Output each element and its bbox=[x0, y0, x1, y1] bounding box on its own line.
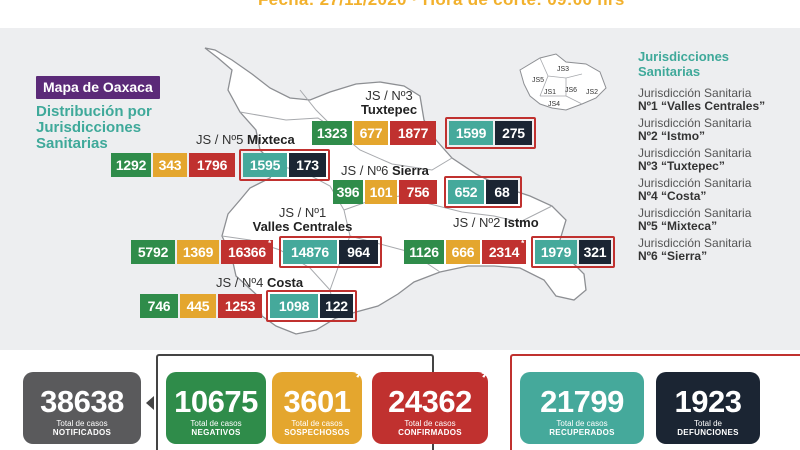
sospechosos-value: 101 bbox=[365, 180, 397, 204]
confirmados-value: 1877 bbox=[390, 121, 436, 145]
confirmados-value: 16366 * bbox=[221, 240, 273, 264]
legend-item: Jurisdicción Sanitaria Nº4 “Costa” bbox=[638, 176, 752, 203]
total-defunciones-card: 1923 Total de DEFUNCIONES bbox=[656, 372, 760, 444]
mini-map-label: JS2 bbox=[586, 89, 598, 96]
mini-map-label: JS4 bbox=[548, 101, 560, 108]
legend-item: Jurisdicción Sanitaria Nº1 “Valles Centra… bbox=[638, 86, 766, 113]
negativos-value: 396 bbox=[333, 180, 363, 204]
defunciones-value: 321 bbox=[579, 240, 611, 264]
jurisdiction-label-mixteca: JS / Nº5 Mixteca bbox=[196, 132, 295, 147]
recovered-frame bbox=[531, 236, 615, 268]
map-title: Mapa de Oaxaca bbox=[36, 76, 160, 99]
legend-title: Jurisdicciones Sanitarias bbox=[638, 49, 730, 79]
sospechosos-value: 343 bbox=[153, 153, 187, 177]
recovered-frame bbox=[279, 236, 382, 268]
header-date-text: Fecha: 27/11/2020 · Hora de corte: 09:00… bbox=[258, 0, 625, 10]
confirmados-value: 2314 * bbox=[482, 240, 526, 264]
jurisdiction-label-costa: JS / Nº4 Costa bbox=[216, 275, 304, 290]
recovered-frame bbox=[444, 176, 522, 208]
negativos-value: 746 bbox=[140, 294, 178, 318]
total-sospechosos-card: 3601 Total de casos SOSPECHOSOS * bbox=[272, 367, 364, 444]
confirmados-value: 1253 bbox=[218, 294, 262, 318]
confirmados-value: 1796 bbox=[189, 153, 235, 177]
negativos-value: 1292 bbox=[111, 153, 151, 177]
mini-map: JS5 JS3 JS1 JS6 JS2 JS4 bbox=[519, 53, 607, 111]
defunciones-value: 275 bbox=[495, 121, 532, 145]
total-notificados-card: 38638 Total de casos NOTIFICADOS bbox=[23, 372, 141, 444]
mini-map-label: JS5 bbox=[532, 77, 544, 84]
recovered-frame bbox=[239, 149, 330, 181]
sospechosos-value: 677 bbox=[354, 121, 388, 145]
outcome-group-frame bbox=[510, 354, 800, 450]
recuperados-value: 1595 bbox=[243, 153, 287, 177]
recuperados-value: 1979 bbox=[535, 240, 577, 264]
recovered-frame bbox=[445, 117, 536, 149]
recuperados-value: 1098 bbox=[270, 294, 318, 318]
mini-map-label: JS3 bbox=[557, 66, 569, 73]
recuperados-value: 652 bbox=[448, 180, 484, 204]
defunciones-value: 964 bbox=[339, 240, 378, 264]
jurisdiction-label-valles-centrales: JS / Nº1 Valles Centrales bbox=[252, 205, 353, 234]
legend-item: Jurisdicción Sanitaria Nº5 “Mixteca” bbox=[638, 206, 752, 233]
map-subtitle: Distribución por Jurisdicciones Sanitari… bbox=[36, 103, 152, 152]
legend-item: Jurisdicción Sanitaria Nº6 “Sierra” bbox=[638, 236, 752, 263]
total-negativos-card: 10675 Total de casos NEGATIVOS bbox=[166, 372, 266, 444]
jurisdiction-label-istmo: JS / Nº2 Istmo bbox=[453, 215, 539, 230]
header-strip: Fecha: 27/11/2020 · Hora de corte: 09:00… bbox=[0, 0, 800, 28]
legend-item: Jurisdicción Sanitaria Nº3 “Tuxtepec” bbox=[638, 146, 752, 173]
sospechosos-value: 445 bbox=[180, 294, 216, 318]
recovered-frame bbox=[266, 290, 357, 322]
jurisdiction-label-tuxtepec: JS / Nº3 Tuxtepec bbox=[360, 88, 418, 117]
defunciones-value: 122 bbox=[320, 294, 353, 318]
negativos-value: 1323 bbox=[312, 121, 352, 145]
bracket-arrow bbox=[146, 396, 154, 410]
mini-map-label: JS1 bbox=[544, 89, 556, 96]
jurisdiction-label-sierra: JS / Nº6 Sierra bbox=[341, 163, 429, 178]
total-recuperados-card: 21799 Total de casos RECUPERADOS bbox=[520, 372, 644, 444]
recuperados-value: 1599 bbox=[449, 121, 493, 145]
legend-item: Jurisdicción Sanitaria Nº2 “Istmo” bbox=[638, 116, 752, 143]
sospechosos-value: 666 bbox=[446, 240, 480, 264]
sospechosos-value: 1369 bbox=[177, 240, 219, 264]
defunciones-value: 173 bbox=[289, 153, 326, 177]
total-confirmados-card: 24362 Total de casos CONFIRMADOS * bbox=[372, 367, 490, 444]
defunciones-value: 68 bbox=[486, 180, 518, 204]
mini-map-label: JS6 bbox=[565, 87, 577, 94]
confirmados-value: 756 bbox=[399, 180, 437, 204]
recuperados-value: 14876 bbox=[283, 240, 337, 264]
negativos-value: 5792 bbox=[131, 240, 175, 264]
negativos-value: 1126 bbox=[404, 240, 444, 264]
